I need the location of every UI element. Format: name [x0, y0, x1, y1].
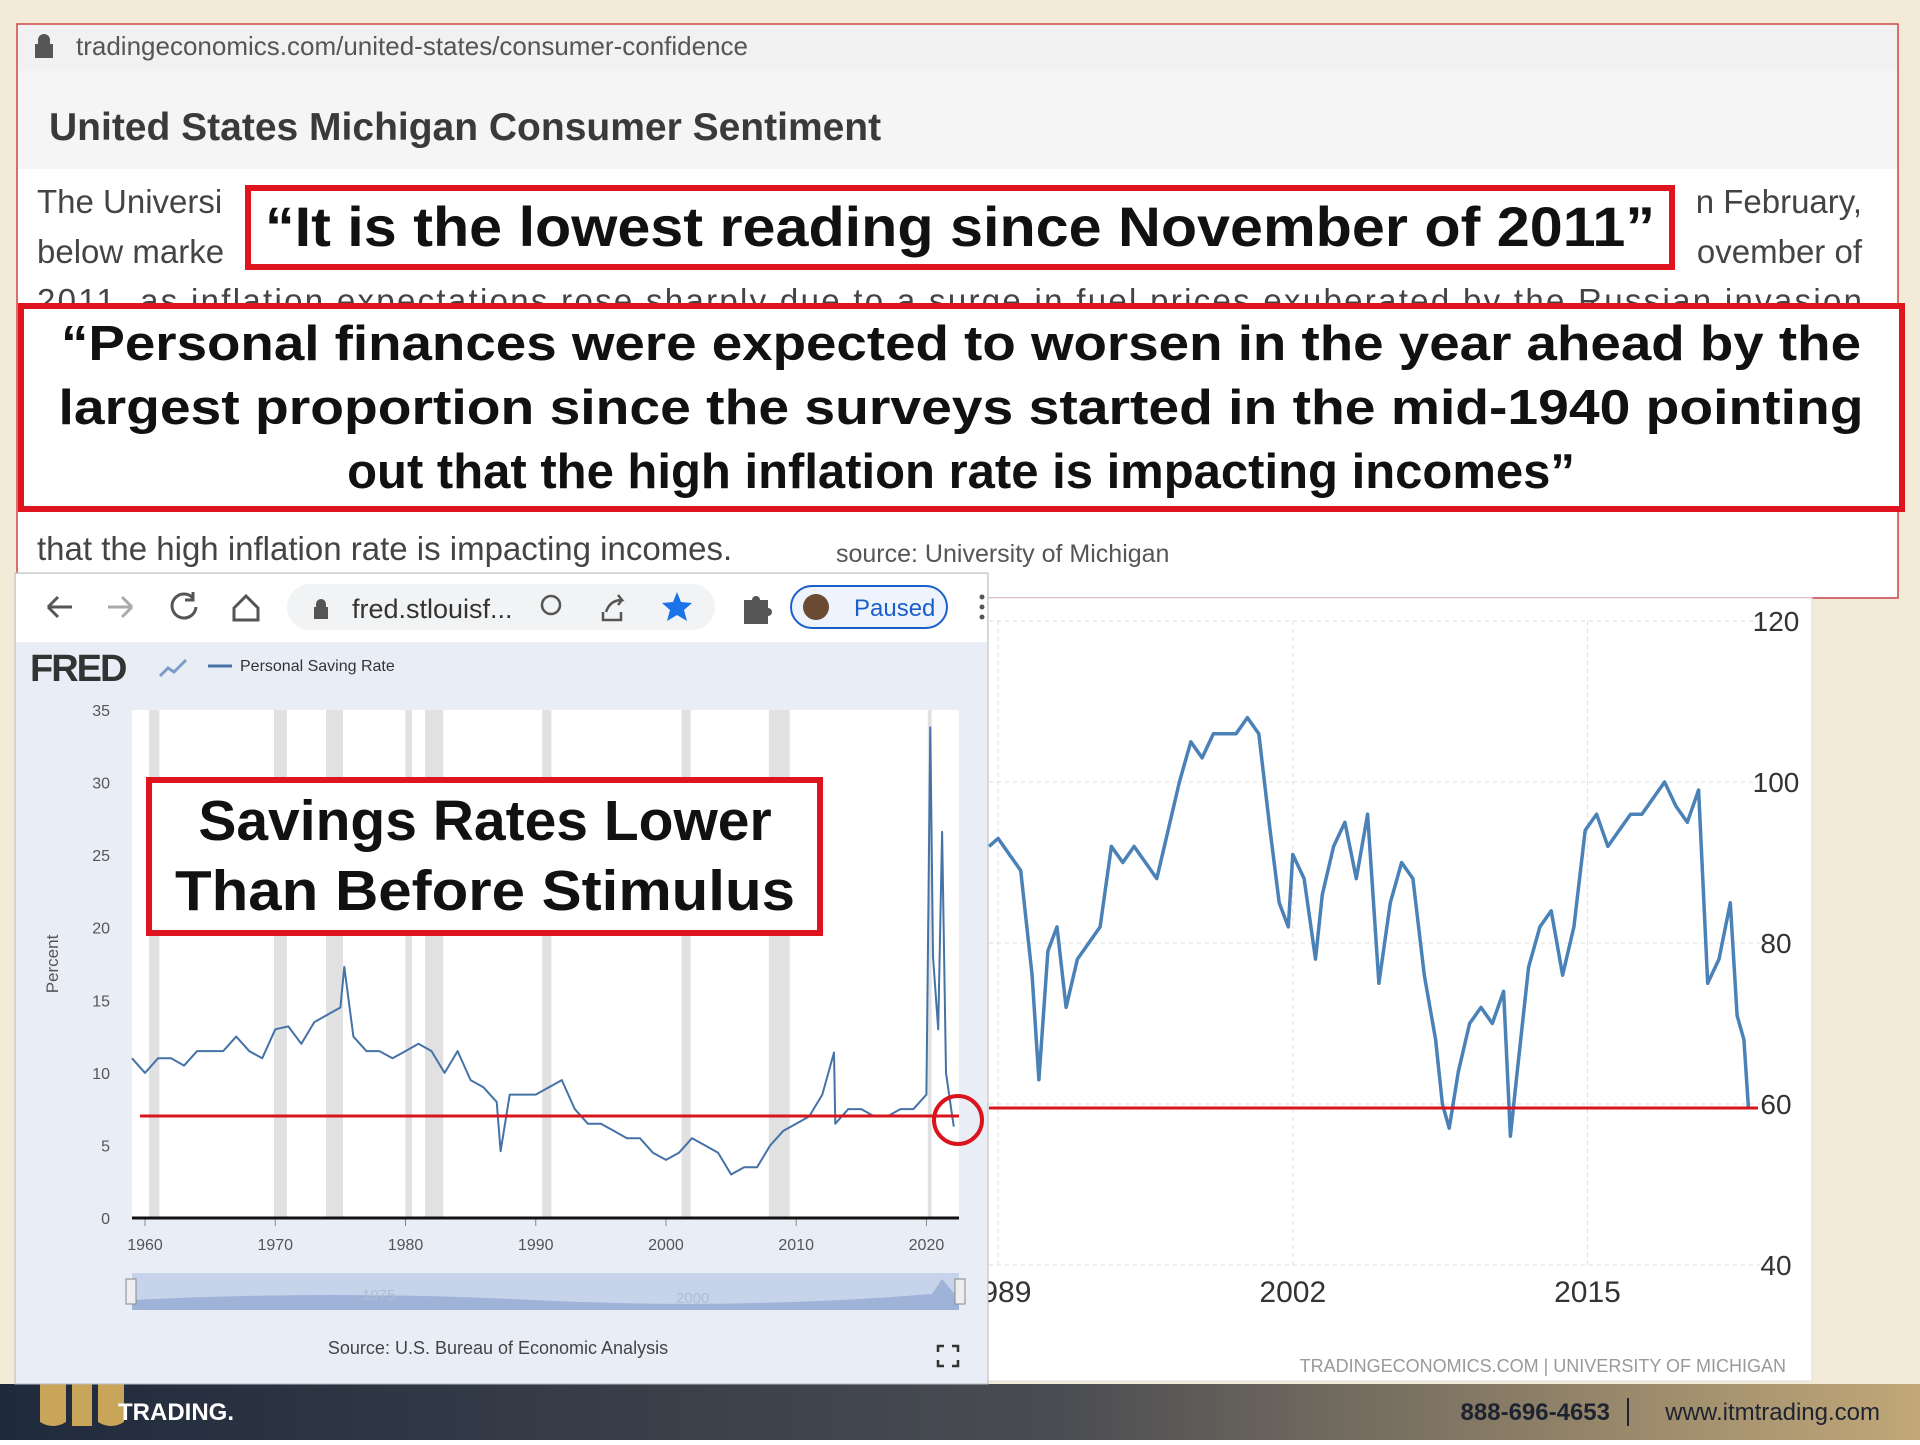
- x-tick-label: 1980: [388, 1237, 424, 1254]
- fred-logo: FRED: [30, 648, 126, 690]
- article-source: source: University of Michigan: [836, 540, 1169, 568]
- x-tick-label: 2000: [648, 1237, 684, 1254]
- navigator-label: 2000: [676, 1290, 709, 1307]
- recession-band: [148, 710, 160, 1218]
- callout-text: Savings Rates Lower: [198, 789, 771, 853]
- article-title: United States Michigan Consumer Sentimen…: [49, 106, 881, 149]
- callout-box: [245, 185, 1675, 270]
- brand-text: TRADING.: [118, 1399, 234, 1426]
- navigator-area: [132, 1279, 959, 1310]
- address-bar: [18, 25, 1897, 71]
- y-tick-label: 40: [1760, 1250, 1791, 1281]
- menu-dot[interactable]: [979, 604, 985, 610]
- forward-button[interactable]: [108, 595, 134, 619]
- footer-bar: [0, 1384, 1920, 1440]
- article-text: The Universi: [37, 183, 222, 220]
- callout-text: out that the high inflation rate is impa…: [347, 445, 1575, 499]
- y-tick-label: 15: [92, 993, 110, 1010]
- fullscreen-icon[interactable]: [936, 1344, 960, 1368]
- chart-credit: TRADINGECONOMICS.COM | UNIVERSITY OF MIC…: [1300, 1356, 1786, 1376]
- callout-box: [18, 303, 1905, 512]
- article-text: that the high inflation rate is impactin…: [37, 530, 732, 567]
- bookmark-star[interactable]: [662, 592, 692, 621]
- callout-text: largest proportion since the surveys sta…: [59, 381, 1864, 435]
- x-tick-label: 2010: [778, 1237, 814, 1254]
- x-tick-label: 2015: [1554, 1276, 1621, 1309]
- callout-text: “It is the lowest reading since November…: [265, 195, 1655, 258]
- navigator-handle[interactable]: [954, 1278, 966, 1305]
- y-tick-label: 10: [92, 1066, 110, 1083]
- x-tick-label: 1990: [518, 1237, 554, 1254]
- recession-band: [405, 710, 413, 1218]
- article-text: n February,: [1696, 183, 1862, 220]
- y-tick-label: 30: [92, 776, 110, 793]
- fred-url: fred.stlouisf...: [352, 594, 513, 624]
- x-tick-label: 2020: [909, 1237, 945, 1254]
- series-line: [987, 715, 1751, 1138]
- paused-label: Paused: [854, 595, 935, 622]
- x-tick-label: 1960: [127, 1237, 163, 1254]
- logo-mark: [158, 658, 188, 678]
- y-axis-label: Percent: [43, 934, 62, 993]
- reload-button[interactable]: [170, 592, 198, 620]
- back-button[interactable]: [46, 595, 72, 619]
- lock-icon: [35, 34, 53, 58]
- sentiment-panel: [959, 597, 1813, 1382]
- url: tradingeconomics.com/united-states/consu…: [76, 31, 748, 61]
- menu-dot[interactable]: [979, 594, 985, 600]
- extensions-icon[interactable]: [744, 596, 772, 624]
- fred-source: Source: U.S. Bureau of Economic Analysis: [328, 1338, 668, 1358]
- website: www.itmtrading.com: [1664, 1399, 1880, 1426]
- article-text: ovember of: [1697, 233, 1863, 270]
- y-tick-label: 5: [101, 1138, 110, 1155]
- article-text: below marke: [37, 233, 224, 270]
- annotation-circle: [932, 1094, 984, 1146]
- callout-text: “Personal finances were expected to wors…: [61, 317, 1861, 371]
- phone: 888-696-4653: [1461, 1399, 1610, 1426]
- zoom-icon[interactable]: [540, 594, 562, 616]
- x-tick-label: 1970: [257, 1237, 293, 1254]
- share-icon[interactable]: [601, 594, 625, 622]
- y-tick-label: 120: [1753, 606, 1800, 637]
- y-tick-label: 80: [1760, 928, 1791, 959]
- recession-band: [927, 710, 932, 1218]
- y-tick-label: 60: [1760, 1089, 1791, 1120]
- saving-chart: 0 5 10 15 20 25 30 35 1960 1970 1980 1990 2000 2010 20…: [43, 658, 959, 1254]
- legend-label: Personal Saving Rate: [240, 658, 395, 675]
- y-tick-label: 25: [92, 848, 110, 865]
- title-band: [18, 71, 1897, 169]
- lock-icon: [314, 599, 328, 619]
- callout-box: [146, 777, 823, 936]
- y-tick-label: 100: [1753, 767, 1800, 798]
- series-line: [131, 726, 955, 1176]
- y-tick-label: 0: [101, 1211, 110, 1228]
- recession-band: [542, 710, 552, 1218]
- omnibox[interactable]: [287, 584, 715, 630]
- y-tick-label: 35: [92, 703, 110, 720]
- avatar: [803, 594, 829, 620]
- y-tick-label: 20: [92, 921, 110, 938]
- callout-text: Than Before Stimulus: [175, 859, 795, 923]
- navigator-handle[interactable]: [125, 1278, 137, 1305]
- menu-dot[interactable]: [979, 614, 985, 620]
- profile-pill[interactable]: [790, 585, 948, 629]
- x-tick-label: 2002: [1259, 1276, 1326, 1309]
- recession-band: [681, 710, 691, 1218]
- home-button[interactable]: [232, 593, 260, 622]
- navigator-label: 1975: [362, 1287, 395, 1304]
- brand-logo: [40, 1384, 124, 1426]
